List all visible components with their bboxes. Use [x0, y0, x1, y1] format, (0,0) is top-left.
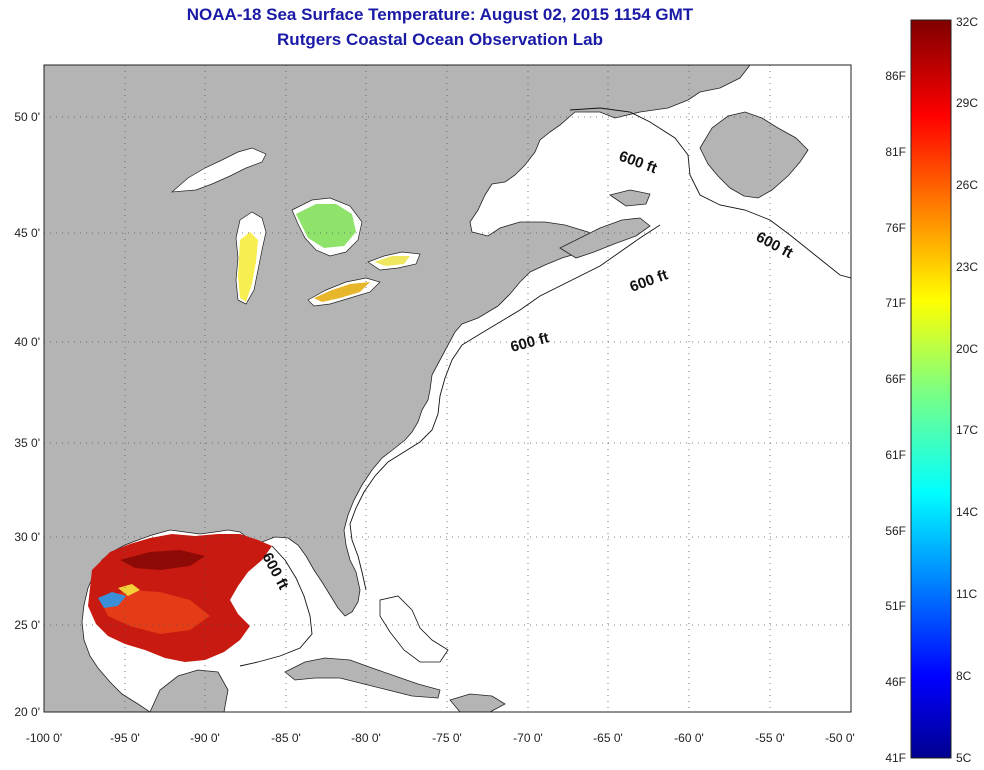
lat-tick-label: 20 0' — [14, 705, 40, 719]
contour-600ft-northeast — [569, 107, 851, 279]
land-pei — [609, 189, 651, 207]
land-hispaniola — [449, 693, 506, 712]
lon-tick-label: -55 0' — [755, 731, 785, 745]
colorbar-c-label: 32C — [956, 15, 978, 29]
lon-tick-label: -75 0' — [432, 731, 462, 745]
colorbar-f-label: 81F — [885, 145, 906, 159]
lake-erie-sst — [314, 282, 370, 302]
lon-tick-label: -90 0' — [190, 731, 220, 745]
lake-huron-sst — [296, 204, 356, 248]
map-subtitle: Rutgers Coastal Ocean Observation Lab — [277, 30, 603, 49]
colorbar-f-label: 86F — [885, 69, 906, 83]
lat-tick-label: 25 0' — [14, 618, 40, 632]
lat-tick-label: 30 0' — [14, 530, 40, 544]
land-newfoundland — [699, 111, 809, 199]
colorbar-c-label: 29C — [956, 96, 978, 110]
colorbar-f-label: 66F — [885, 372, 906, 386]
colorbar-c-label: 5C — [956, 751, 972, 765]
lon-tick-label: -80 0' — [351, 731, 381, 745]
colorbar-f-label: 76F — [885, 221, 906, 235]
colorbar-f-label: 51F — [885, 599, 906, 613]
contour-600ft-bahamas — [379, 595, 449, 663]
lake-ontario-sst — [374, 256, 410, 266]
colorbar-c-label: 17C — [956, 423, 978, 437]
colorbar-f-label: 41F — [885, 751, 906, 765]
colorbar-f-label: 56F — [885, 524, 906, 538]
lake-michigan-sst — [238, 232, 258, 302]
colorbar — [910, 19, 952, 759]
land-north-america — [44, 65, 751, 712]
colorbar-f-label: 46F — [885, 675, 906, 689]
lat-tick-label: 40 0' — [14, 335, 40, 349]
colorbar-c-label: 26C — [956, 178, 978, 192]
lat-tick-label: 45 0' — [14, 226, 40, 240]
contour-600ft-scotian-shelf — [461, 224, 661, 346]
gulf-sst-mild-patch — [118, 584, 140, 596]
land-cuba — [284, 657, 441, 699]
colorbar-celsius-labels: 32C 29C 26C 23C 20C 17C 14C 11C 8C 5C — [956, 15, 978, 765]
lon-tick-label: -85 0' — [271, 731, 301, 745]
map-title: NOAA-18 Sea Surface Temperature: August … — [186, 5, 694, 24]
land-nova-scotia — [559, 217, 651, 259]
colorbar-c-label: 14C — [956, 505, 978, 519]
colorbar-c-label: 23C — [956, 260, 978, 274]
lat-tick-label: 35 0' — [14, 436, 40, 450]
lat-axis: 20 0' 25 0' 30 0' 35 0' 40 0' 45 0' 50 0… — [14, 110, 40, 719]
lon-tick-label: -60 0' — [674, 731, 704, 745]
contour-600ft-atlantic — [349, 344, 463, 591]
lat-tick-label: 50 0' — [14, 110, 40, 124]
plot-frame — [43, 64, 852, 713]
lon-tick-label: -65 0' — [593, 731, 623, 745]
graticule — [44, 65, 851, 712]
lon-tick-label: -70 0' — [513, 731, 543, 745]
colorbar-c-label: 20C — [956, 342, 978, 356]
land-yucatan — [149, 669, 229, 712]
lon-axis: -100 0' -95 0' -90 0' -85 0' -80 0' -75 … — [26, 731, 855, 745]
colorbar-c-label: 8C — [956, 669, 972, 683]
lon-tick-label: -95 0' — [110, 731, 140, 745]
colorbar-fahrenheit-labels: 86F 81F 76F 71F 66F 61F 56F 51F 46F 41F — [885, 69, 906, 765]
contour-600ft-gulf — [239, 545, 313, 667]
gulf-sst-hot-band — [120, 550, 205, 570]
gulf-sst-cool-patch — [98, 592, 126, 608]
lon-tick-label: -50 0' — [825, 731, 855, 745]
lon-tick-label: -100 0' — [26, 731, 62, 745]
colorbar-f-label: 61F — [885, 448, 906, 462]
colorbar-f-label: 71F — [885, 296, 906, 310]
gulf-sst-warm-band — [100, 590, 210, 634]
colorbar-c-label: 11C — [956, 587, 977, 601]
